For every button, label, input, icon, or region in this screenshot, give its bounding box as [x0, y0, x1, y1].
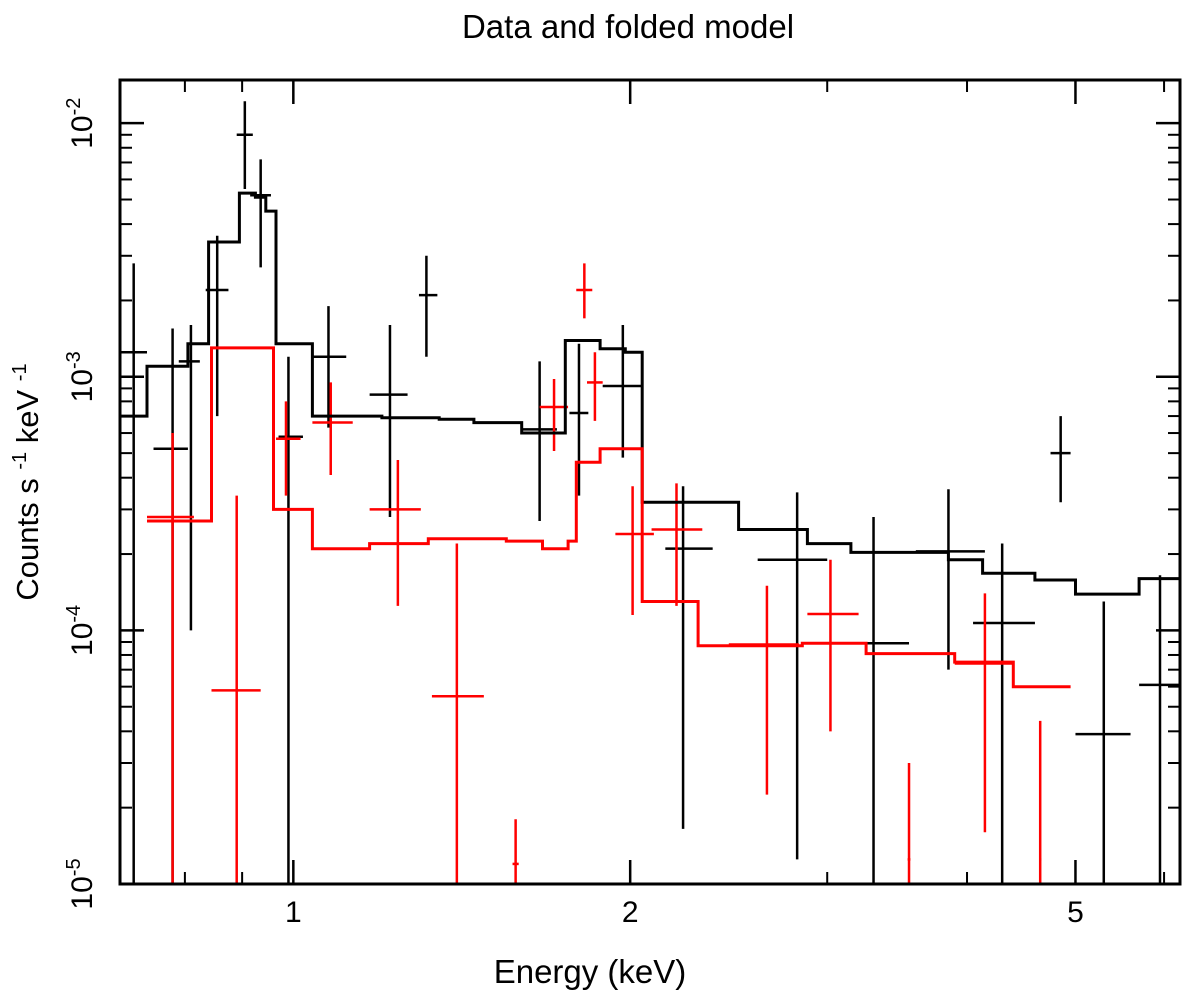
- data_1-point: [915, 489, 985, 670]
- data_2-point: [728, 585, 799, 795]
- model_2-series: [147, 346, 1071, 689]
- plot-area: [120, 101, 1180, 884]
- data_2-point: [312, 382, 353, 475]
- x-axis-ticks: 1 2 5: [119, 80, 1166, 929]
- data_2-point: [147, 433, 194, 884]
- data_1-point: [665, 486, 713, 829]
- y-axis-ticks: 10-5 10-4 10-3 10-2: [63, 98, 1180, 910]
- data_2-point: [276, 401, 301, 496]
- data_1-point: [236, 101, 253, 190]
- data_2-point: [431, 543, 484, 884]
- data_1-point: [153, 328, 188, 884]
- y-axis-label-base: Counts s: [10, 478, 45, 600]
- chart-title: Data and folded model: [462, 8, 794, 45]
- data_2-point: [587, 352, 603, 421]
- data_1-point: [843, 516, 910, 884]
- y-axis-label-exp2: -1: [9, 363, 31, 381]
- y-tick-label: 10-3: [63, 351, 99, 402]
- y-tick-label: 10-4: [63, 605, 99, 656]
- data_2-point: [369, 459, 421, 606]
- y-tick-label: 10-5: [63, 858, 99, 909]
- model_1-step-line: [120, 191, 1180, 596]
- y-axis-label-mid: keV: [10, 389, 45, 443]
- data_2-point: [512, 819, 519, 884]
- data_1-point: [178, 325, 200, 631]
- data_1-point: [569, 343, 589, 496]
- x-tick-label: 1: [285, 896, 302, 929]
- data_1-point: [757, 492, 828, 860]
- data_2-point: [539, 379, 569, 451]
- data_2-series: [147, 263, 1042, 884]
- data_1-point: [1050, 416, 1071, 503]
- data_1-point: [973, 543, 1035, 884]
- data_1-point: [1139, 575, 1180, 884]
- data_1-series: [120, 101, 1180, 884]
- data_2-point: [576, 263, 593, 319]
- data_2-point: [954, 593, 1014, 833]
- data_2-point: [907, 762, 911, 884]
- data_1-point: [120, 263, 148, 884]
- data_1-point: [602, 325, 643, 458]
- x-tick-label: 5: [1067, 896, 1084, 929]
- data_2-point: [1038, 720, 1042, 884]
- data_1-point: [418, 255, 438, 357]
- y-axis-label: Counts s -1 keV -1: [0, 363, 45, 600]
- model_2-step-line: [147, 346, 1071, 689]
- data_2-point: [807, 559, 859, 732]
- data_2-point: [615, 486, 654, 615]
- y-tick-label: 10-2: [63, 98, 99, 149]
- data_2-point: [211, 495, 261, 884]
- plot-frame: [118, 78, 1182, 886]
- data_1-point: [521, 361, 557, 521]
- x-tick-label: 2: [622, 896, 639, 929]
- data_1-point: [1075, 601, 1131, 884]
- y-axis-label-exp1: -1: [9, 452, 31, 470]
- data_1-point: [250, 159, 271, 268]
- data_1-point: [369, 325, 408, 517]
- model_1-series: [120, 191, 1180, 596]
- x-axis-label: Energy (keV): [494, 953, 687, 990]
- data_1-point: [278, 356, 303, 884]
- data_1-point: [312, 306, 347, 428]
